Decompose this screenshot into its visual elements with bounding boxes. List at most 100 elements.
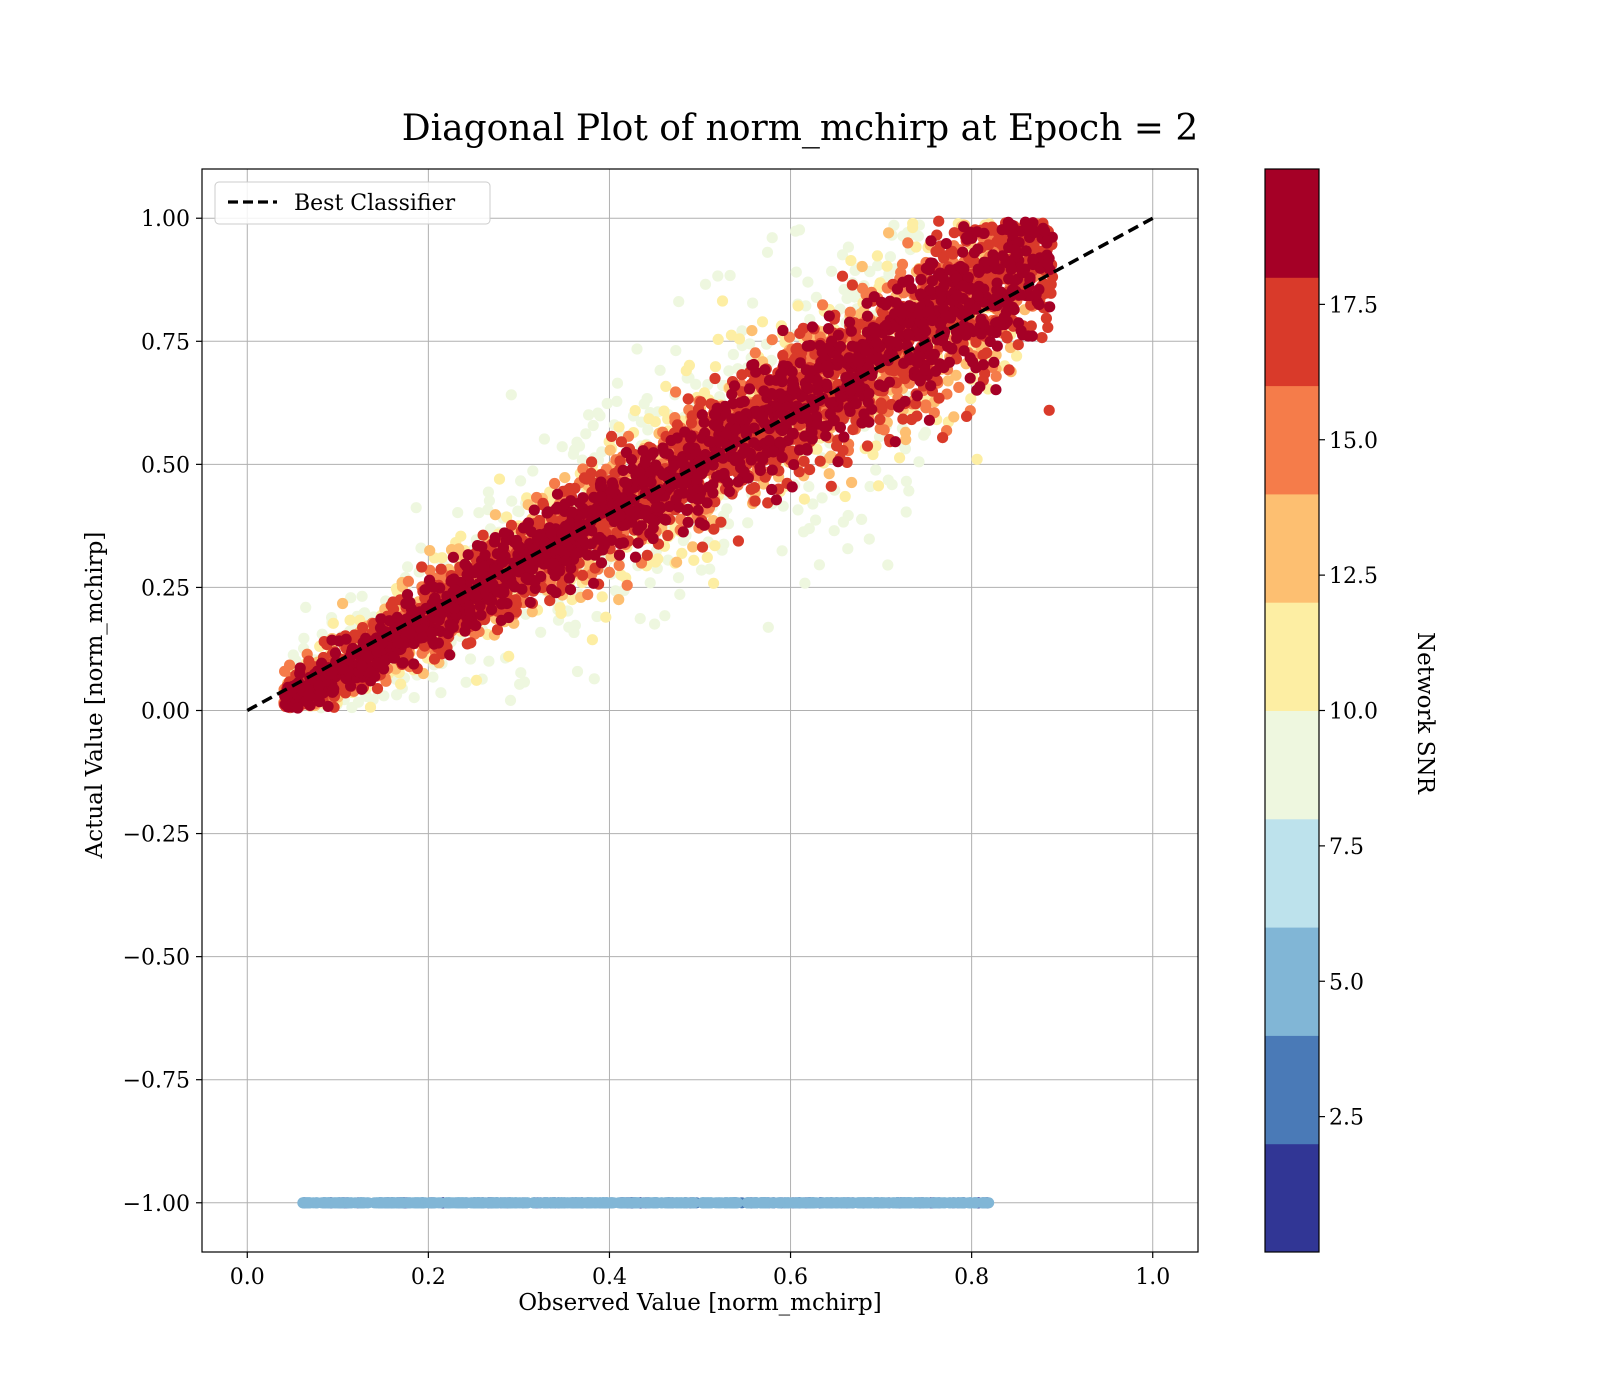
scatter-point	[549, 477, 561, 490]
scatter-point	[527, 465, 539, 477]
scatter-point	[817, 299, 829, 311]
scatter-point	[856, 282, 869, 294]
scatter-point	[695, 564, 708, 576]
scatter-point	[587, 419, 599, 432]
scatter-point	[483, 655, 495, 667]
scatter-point	[930, 245, 942, 258]
scatter-point	[690, 378, 702, 390]
scatter-point	[327, 617, 339, 629]
scatter-point	[535, 626, 547, 638]
scatter-point	[791, 342, 804, 354]
scatter-point	[582, 589, 594, 601]
scatter-point	[945, 247, 957, 259]
scatter-point	[613, 594, 625, 606]
scatter-point	[842, 543, 854, 555]
scatter-point	[948, 227, 960, 239]
scatter-point	[395, 678, 407, 690]
scatter-point	[577, 569, 589, 581]
scatter-point	[594, 521, 606, 534]
scatter-point	[766, 464, 778, 476]
scatter-point	[576, 454, 589, 466]
scatter-point	[799, 577, 811, 589]
scatter-point	[745, 483, 757, 495]
scatter-point	[884, 251, 897, 263]
scatter-point	[614, 455, 626, 467]
scatter-point	[912, 230, 925, 242]
scatter-point	[634, 613, 646, 625]
scatter-point	[554, 602, 566, 614]
scatter-point	[571, 436, 583, 448]
scatter-point	[759, 364, 771, 376]
scatter-point	[659, 610, 671, 622]
scatter-point	[971, 453, 983, 465]
scatter-point	[699, 278, 712, 290]
scatter-point	[823, 468, 835, 480]
scatter-point	[470, 674, 483, 686]
scatter-point	[673, 296, 685, 308]
scatter-point	[600, 611, 612, 623]
scatter-point	[962, 271, 974, 283]
scatter-point	[505, 519, 518, 531]
scatter-point	[701, 551, 713, 564]
scatter-point	[515, 667, 527, 679]
scatter-point	[503, 650, 515, 662]
scatter-point	[798, 455, 810, 467]
scatter-point	[609, 585, 622, 597]
scatter-point	[559, 472, 571, 484]
scatter-point	[1036, 332, 1048, 344]
scatter-point	[878, 424, 890, 436]
scatter-point	[415, 542, 427, 554]
scatter-point	[654, 364, 666, 376]
scatter-point	[571, 665, 584, 678]
scatter-point	[611, 395, 623, 407]
scatter-point	[300, 601, 312, 614]
scatter-point	[841, 456, 853, 468]
scatter-point	[792, 504, 804, 516]
scatter-point	[660, 380, 672, 392]
scatter-point	[606, 430, 618, 442]
scatter-point	[749, 495, 761, 507]
scatter-point	[345, 592, 357, 604]
scatter-point	[674, 588, 686, 601]
scatter-point	[906, 413, 918, 426]
scatter-point	[643, 413, 655, 425]
scatter-point	[638, 398, 650, 410]
scatter-point	[836, 249, 849, 261]
scatter-point	[712, 333, 724, 345]
scatter-point	[883, 227, 895, 239]
scatter-point	[588, 673, 600, 685]
scatter-point	[708, 577, 720, 589]
scatter-point	[836, 270, 849, 282]
scatter-point	[1044, 301, 1056, 313]
scatter-point	[802, 276, 814, 288]
scatter-point	[988, 356, 1000, 368]
scatter-point	[410, 502, 422, 514]
scatter-point	[477, 529, 489, 541]
scatter-point	[482, 486, 494, 498]
scatter-point	[337, 597, 349, 610]
scatter-point	[715, 516, 727, 528]
scatter-point	[513, 506, 525, 518]
scatter-point	[1011, 350, 1023, 362]
scatter-point	[683, 359, 696, 371]
scatter-point	[676, 547, 688, 560]
scatter-point	[790, 266, 802, 278]
scatter-point	[473, 507, 485, 519]
scatter-point	[820, 430, 832, 442]
scatter-point	[1001, 332, 1013, 344]
scatter-point	[970, 336, 982, 348]
scatter-point	[990, 370, 1002, 382]
scatter-point	[749, 347, 761, 359]
scatter-point	[920, 399, 932, 411]
scatter-point	[744, 338, 756, 350]
scatter-point	[515, 475, 527, 487]
scatter-point	[577, 463, 589, 475]
scatter-point	[872, 480, 885, 492]
scatter-point	[846, 279, 859, 291]
scatter-point	[613, 559, 625, 572]
scatter-point	[686, 410, 698, 422]
scatter-point	[919, 426, 932, 438]
scatter-point	[1043, 404, 1055, 416]
scatter-point	[670, 345, 682, 357]
